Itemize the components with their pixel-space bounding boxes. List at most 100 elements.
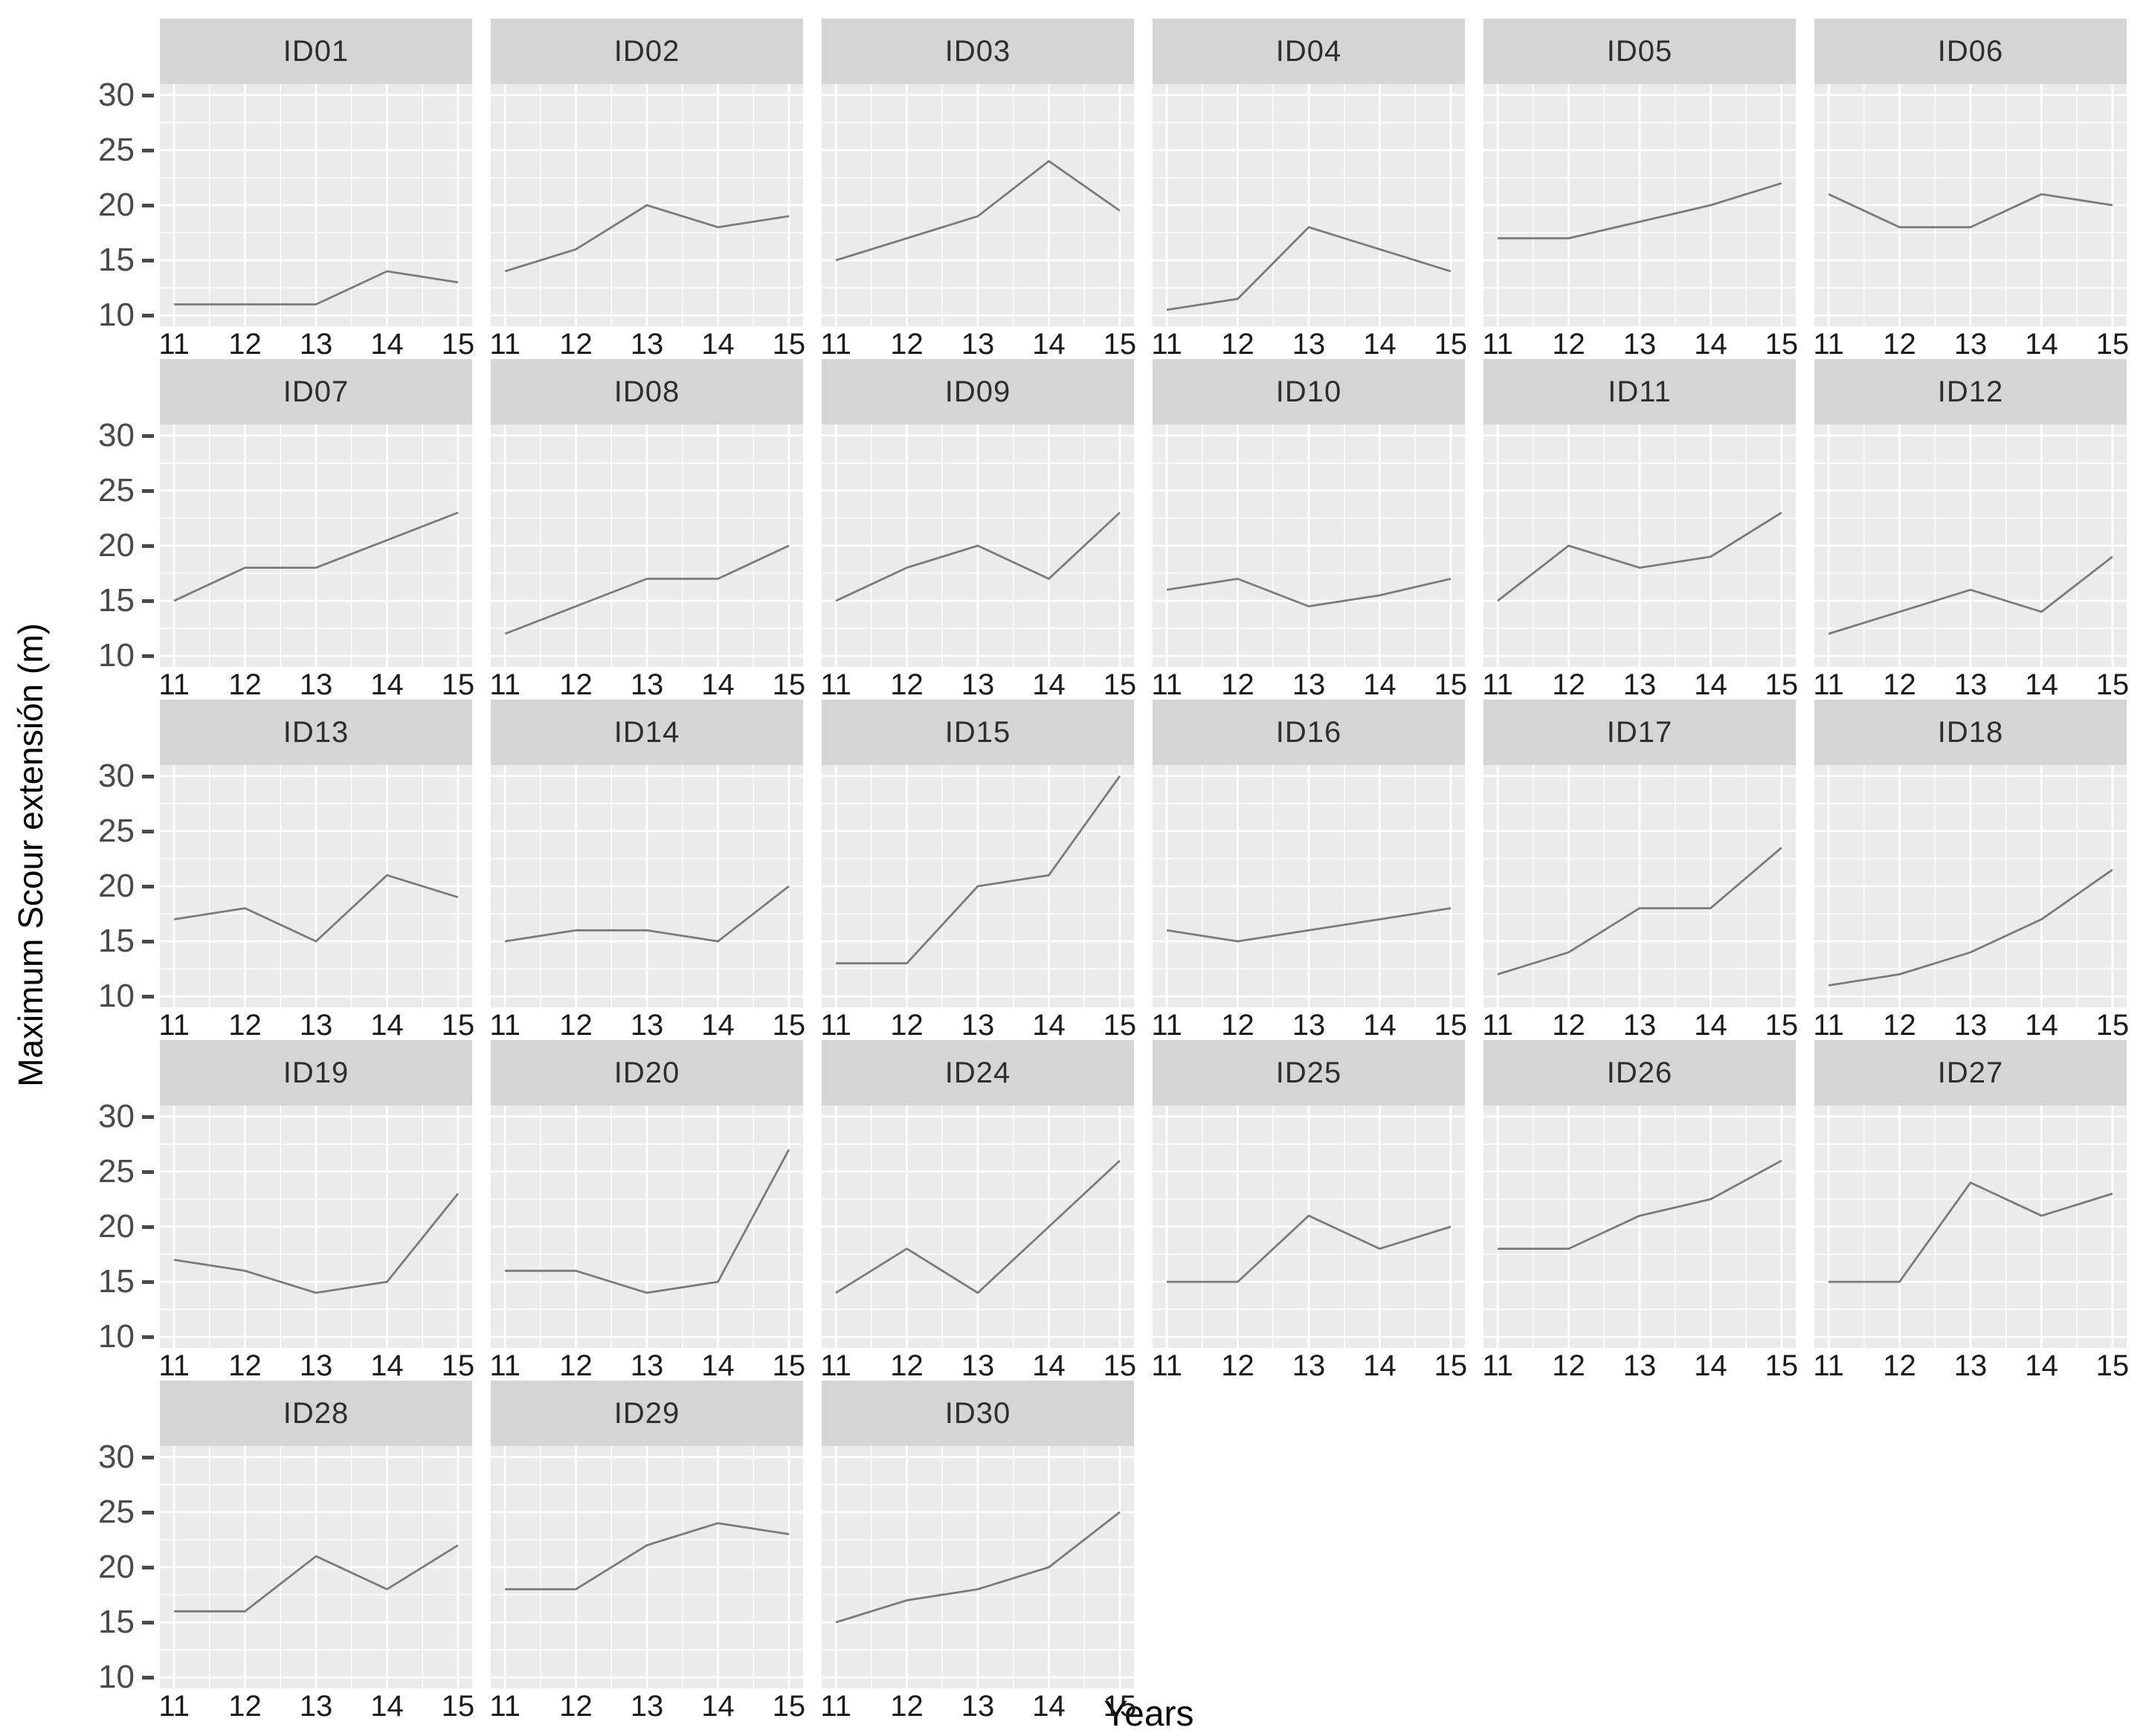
facet-title: ID11 xyxy=(1608,375,1672,408)
facet-cell-ID18: ID18 11 12 13 14 15 xyxy=(1813,700,2129,1042)
facet-cell-ID17: ID17 11 12 13 14 15 xyxy=(1482,700,1798,1042)
x-axis-ticks: 11 12 13 14 15 xyxy=(158,326,474,361)
x-axis-ticks: 11 12 13 14 15 xyxy=(1813,326,2129,361)
y-tick-label: 30 xyxy=(98,1438,135,1475)
facet-panel xyxy=(822,1106,1134,1348)
data-line xyxy=(173,512,459,602)
facet-title: ID08 xyxy=(613,375,680,408)
x-tick-label: 11 xyxy=(158,1690,190,1723)
x-axis-ticks: 11 12 13 14 15 xyxy=(489,1688,805,1723)
y-tick-label: 20 xyxy=(98,187,135,223)
facet-panel xyxy=(491,765,803,1007)
y-tick-label: 30 xyxy=(98,416,135,454)
x-tick-label: 12 xyxy=(559,1690,593,1723)
x-tick-label: 15 xyxy=(441,1009,475,1042)
x-tick-label: 12 xyxy=(1552,1349,1585,1382)
y-tick-label: 30 xyxy=(98,76,135,113)
facet-cell-ID11: ID11 11 12 13 14 15 xyxy=(1482,359,1798,701)
x-tick-label: 14 xyxy=(370,1349,404,1382)
x-tick-label: 14 xyxy=(2025,1349,2058,1382)
facet-title: ID17 xyxy=(1606,715,1673,749)
data-line xyxy=(1167,1214,1451,1283)
facet-strip: ID16 xyxy=(1153,700,1465,765)
facet-cell-ID12: ID12 11 12 13 14 15 xyxy=(1813,359,2129,701)
y-tick-label: 10 xyxy=(98,297,135,334)
x-axis-ticks: 11 12 13 14 15 xyxy=(489,667,805,701)
x-tick-label: 14 xyxy=(1032,1009,1066,1042)
x-tick-label: 11 xyxy=(1813,1349,1844,1382)
x-tick-label: 13 xyxy=(1953,328,1988,361)
facet-strip: ID12 xyxy=(1814,359,2127,425)
x-axis-ticks: 11 12 13 14 15 xyxy=(1151,1348,1467,1382)
data-line xyxy=(1498,182,1782,239)
facet-cell-ID09: ID09 11 12 13 14 15 xyxy=(820,359,1136,701)
facet-title: ID20 xyxy=(613,1056,680,1089)
y-tick-label: 10 xyxy=(98,978,135,1015)
facet-panel xyxy=(1483,84,1796,326)
x-tick-label: 15 xyxy=(2095,328,2130,361)
facet-title: ID24 xyxy=(944,1056,1011,1089)
facet-cell-ID24: ID24 11 12 13 14 15 xyxy=(820,1040,1136,1382)
x-tick-label: 13 xyxy=(1292,1009,1326,1042)
x-tick-label: 14 xyxy=(701,328,735,361)
x-tick-label: 14 xyxy=(2025,668,2058,701)
x-tick-label: 12 xyxy=(228,1009,262,1042)
facet-title: ID25 xyxy=(1275,1056,1342,1089)
facet-cell-ID10: ID10 11 12 13 14 15 xyxy=(1151,359,1467,701)
facet-panel xyxy=(1814,765,2127,1007)
facet-title: ID28 xyxy=(283,1396,349,1430)
facet-strip: ID06 xyxy=(1814,19,2127,84)
x-tick-label: 12 xyxy=(1552,328,1585,361)
x-tick-label: 14 xyxy=(370,1690,404,1723)
x-axis-ticks: 11 12 13 14 15 xyxy=(158,1007,474,1042)
facet-strip: ID30 xyxy=(822,1381,1134,1446)
facet-cell-ID20: ID20 11 12 13 14 15 xyxy=(489,1040,805,1382)
x-tick-label: 15 xyxy=(1103,328,1137,361)
x-tick-label: 15 xyxy=(441,668,475,701)
x-axis-ticks: 11 12 13 14 15 xyxy=(489,1007,805,1042)
x-tick-label: 15 xyxy=(1765,328,1799,361)
facet-title: ID05 xyxy=(1606,34,1673,68)
x-tick-label: 12 xyxy=(1883,328,1916,361)
facet-strip: ID20 xyxy=(491,1040,803,1106)
x-tick-label: 12 xyxy=(228,1690,262,1723)
y-tick-label: 15 xyxy=(98,242,135,279)
x-tick-label: 12 xyxy=(1883,1009,1916,1042)
x-tick-label: 12 xyxy=(559,1349,593,1382)
data-line xyxy=(504,544,790,635)
x-tick-label: 11 xyxy=(820,668,851,701)
y-tick-mark xyxy=(142,1225,154,1229)
data-line xyxy=(174,270,459,306)
data-line xyxy=(1828,555,2113,635)
y-tick-mark xyxy=(142,314,154,318)
facet-title: ID01 xyxy=(283,34,349,68)
x-tick-label: 14 xyxy=(701,1349,735,1382)
facet-panel xyxy=(1814,425,2127,667)
x-tick-label: 11 xyxy=(1151,1009,1182,1042)
facet-strip: ID15 xyxy=(822,700,1134,765)
x-tick-label: 12 xyxy=(1883,1349,1916,1382)
x-tick-label: 13 xyxy=(1623,668,1657,701)
x-tick-label: 11 xyxy=(1813,1009,1844,1042)
x-tick-label: 11 xyxy=(158,668,190,701)
x-tick-label: 14 xyxy=(701,1690,735,1723)
x-tick-label: 12 xyxy=(559,1009,593,1042)
x-tick-label: 11 xyxy=(489,668,521,701)
x-tick-label: 11 xyxy=(820,1690,851,1723)
facet-title: ID27 xyxy=(1937,1056,2004,1089)
x-tick-label: 12 xyxy=(228,668,262,701)
x-tick-label: 13 xyxy=(1953,668,1988,701)
facet-strip: ID13 xyxy=(160,700,472,765)
facet-strip: ID24 xyxy=(822,1040,1134,1106)
x-tick-label: 11 xyxy=(820,1009,851,1042)
x-tick-label: 13 xyxy=(961,1009,995,1042)
x-tick-label: 15 xyxy=(441,328,475,361)
x-tick-label: 14 xyxy=(1694,1009,1727,1042)
data-line xyxy=(505,1149,790,1294)
x-axis-ticks: 11 12 13 14 15 xyxy=(1813,1348,2129,1382)
facet-cell-ID05: ID05 11 12 13 14 15 xyxy=(1482,19,1798,361)
x-tick-label: 15 xyxy=(2095,1009,2130,1042)
y-tick-mark xyxy=(142,1676,154,1680)
y-tick-mark xyxy=(142,1510,154,1514)
y-tick-label: 20 xyxy=(98,527,135,564)
